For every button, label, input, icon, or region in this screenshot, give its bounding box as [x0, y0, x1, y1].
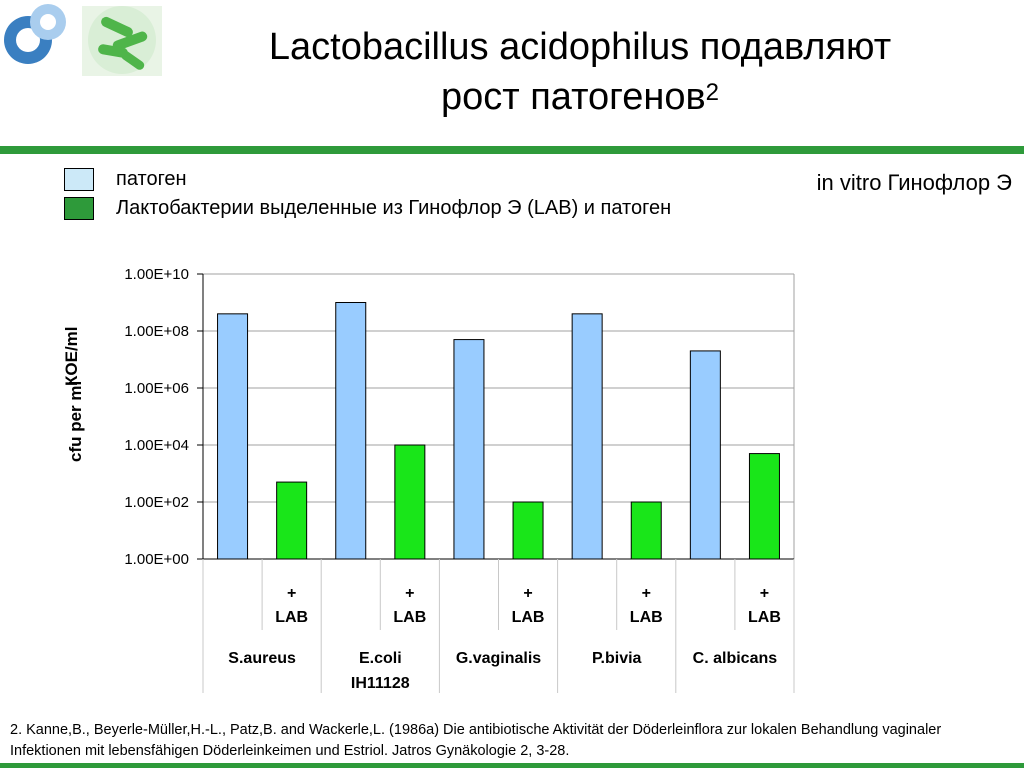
legend: патоген Лактобактерии выделенные из Гино…: [64, 165, 764, 223]
category-label: P.bivia: [592, 650, 642, 667]
sub-label-lab: LAB: [630, 609, 663, 626]
logo: [4, 4, 162, 76]
bar-with-lab: [630, 501, 662, 560]
footer-divider: [0, 763, 1024, 768]
bar-with-lab: [512, 501, 544, 560]
context-label: in vitro Гинофлор Э: [816, 170, 1012, 195]
y-tick-label: 1.00E+00: [124, 551, 189, 568]
sub-label-plus: +: [405, 585, 414, 602]
sub-label-lab: LAB: [393, 609, 426, 626]
y-tick-label: 1.00E+04: [124, 437, 189, 454]
sub-label-lab: LAB: [275, 609, 308, 626]
bar-with-lab: [748, 453, 780, 560]
bar-chart: 1.00E+00 1.00E+02 1.00E+04 1.00E+06 1.00E+08…: [124, 266, 795, 693]
bar-pathogen: [689, 350, 721, 560]
title-line-1: Lactobacillus acidophilus подавляют: [268, 26, 892, 68]
sub-label-plus: +: [523, 585, 532, 602]
category-label-line2: IH11128: [351, 675, 410, 692]
legend-item-lab: Лактобактерии выделенные из Гинофлор Э (…: [64, 194, 764, 223]
bar-pathogen: [217, 313, 249, 560]
category-label: S.aureus: [228, 650, 296, 667]
bar-pathogen: [453, 339, 485, 560]
page-title: Lactobacillus acidophilus подавляют рост…: [180, 22, 980, 122]
sub-label-lab: LAB: [748, 609, 781, 626]
y-tick-label: 1.00E+02: [124, 494, 189, 511]
header-divider: [0, 146, 1024, 154]
sub-label-plus: +: [760, 585, 769, 602]
footnote: 2. Kanne,B., Beyerle-Müller,H.-L., Patz,…: [10, 722, 942, 759]
bar-with-lab: [394, 444, 426, 560]
y-tick-label: 1.00E+08: [124, 323, 189, 340]
legend-label-lab: Лактобактерии выделенные из Гинофлор Э (…: [116, 197, 672, 219]
title-line-2: рост патогенов: [440, 76, 706, 118]
bar-pathogen: [571, 313, 603, 560]
bar-with-lab: [276, 481, 308, 560]
bacteria-icon: [98, 16, 148, 70]
y-tick-label: 1.00E+06: [124, 380, 189, 397]
bar-pathogen: [335, 302, 367, 560]
category-label: E.coli: [359, 650, 402, 667]
legend-item-pathogen: патоген: [64, 165, 764, 194]
y-axis-label-overlay: КОЕ/ml: [62, 326, 81, 387]
legend-swatch-lab: [64, 197, 94, 220]
sub-label-lab: LAB: [512, 609, 545, 626]
legend-swatch-pathogen: [64, 168, 94, 191]
category-label: C. albicans: [693, 650, 778, 667]
sub-label-plus: +: [287, 585, 296, 602]
title-footnote-ref: 2: [705, 79, 720, 106]
sub-label-plus: +: [642, 585, 651, 602]
y-tick-label: 1.00E+10: [124, 266, 189, 283]
legend-label-pathogen: патоген: [116, 168, 187, 190]
category-label: G.vaginalis: [456, 650, 541, 667]
